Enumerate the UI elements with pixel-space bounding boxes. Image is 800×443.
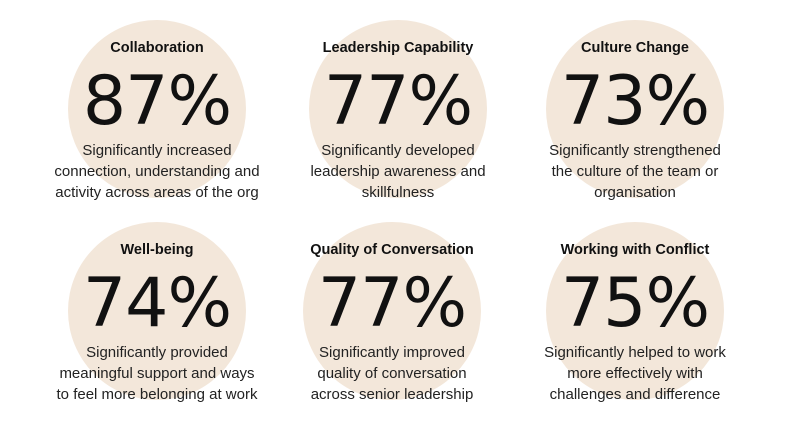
stat-percent: 74% (82, 264, 232, 343)
stat-well-being: Well-being 74% Significantly provided me… (27, 222, 287, 422)
stat-percent: 73% (560, 62, 710, 141)
stat-description: Significantly helped to work more effect… (544, 344, 726, 403)
stat-heading: Working with Conflict (560, 242, 710, 258)
stat-circle (546, 222, 724, 400)
stat-percent: 77% (323, 62, 473, 141)
stat-heading: Well-being (120, 242, 194, 258)
stat-percent: 77% (317, 264, 467, 343)
stat-description: Significantly developed leadership aware… (310, 142, 486, 201)
stat-circle (546, 20, 724, 198)
stat-culture-change: Culture Change 73% Significantly strengt… (505, 20, 765, 220)
stat-percent: 87% (82, 62, 232, 141)
stat-working-with-conflict: Working with Conflict 75% Significantly … (505, 222, 765, 422)
stat-description: Significantly increased connection, unde… (54, 142, 260, 201)
stat-percent: 75% (560, 264, 710, 343)
stat-collaboration: Collaboration 87% Significantly increase… (27, 20, 287, 220)
stat-circle (68, 20, 246, 198)
stat-leadership-capability: Leadership Capability 77% Significantly … (268, 20, 528, 220)
stat-description: Significantly provided meaningful suppor… (56, 344, 258, 403)
stat-circle (309, 20, 487, 198)
stat-heading: Culture Change (581, 40, 689, 56)
stat-heading: Collaboration (110, 40, 204, 56)
stat-circle (68, 222, 246, 400)
stat-circle (303, 222, 481, 400)
stat-heading: Leadership Capability (322, 40, 474, 56)
stat-description: Significantly strengthened the culture o… (549, 142, 721, 201)
stat-heading: Quality of Conversation (310, 242, 474, 258)
stat-description: Significantly improved quality of conver… (310, 344, 474, 403)
stat-quality-of-conversation: Quality of Conversation 77% Significantl… (262, 222, 522, 422)
